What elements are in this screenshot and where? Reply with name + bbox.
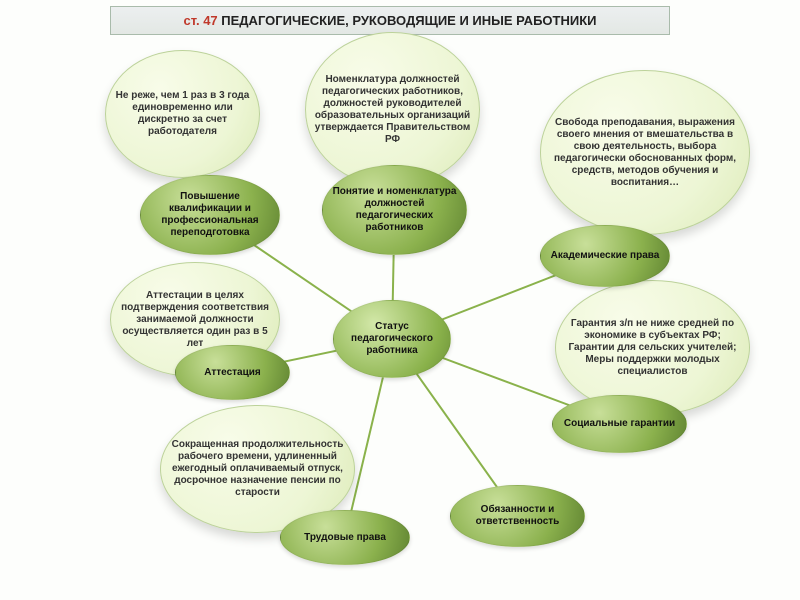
hub-label: Обязанности и ответственность <box>457 504 578 528</box>
hub-node: Академические права <box>540 225 670 287</box>
detail-bubble: Не реже, чем 1 раз в 3 года единовременн… <box>105 50 260 178</box>
detail-text: Номенклатура должностей педагогических р… <box>312 74 473 146</box>
detail-bubble: Свобода преподавания, выражения своего м… <box>540 70 750 235</box>
page-title: ст. 47 ПЕДАГОГИЧЕСКИЕ, РУКОВОДЯЩИЕ И ИНЫ… <box>110 6 670 35</box>
hub-node: Повышение квалификации и профессиональна… <box>140 175 280 255</box>
detail-text: Сокращенная продолжительность рабочего в… <box>167 439 348 499</box>
detail-bubble: Номенклатура должностей педагогических р… <box>305 32 480 187</box>
title-main: ПЕДАГОГИЧЕСКИЕ, РУКОВОДЯЩИЕ И ИНЫЕ РАБОТ… <box>221 13 596 28</box>
hub-label: Аттестация <box>204 367 260 379</box>
hub-label: Академические права <box>551 250 660 262</box>
detail-text: Аттестации в целях подтверждения соответ… <box>117 290 273 350</box>
hub-node: Понятие и номенклатура должностей педаго… <box>322 165 467 255</box>
detail-text: Гарантия з/п не ниже средней по экономик… <box>562 318 743 378</box>
detail-text: Свобода преподавания, выражения своего м… <box>547 117 743 189</box>
detail-bubble: Гарантия з/п не ниже средней по экономик… <box>555 280 750 415</box>
hub-label: Социальные гарантии <box>564 418 675 430</box>
center-node: Статус педагогического работника <box>333 300 451 378</box>
hub-node: Обязанности и ответственность <box>450 485 585 547</box>
hub-node: Трудовые права <box>280 510 410 565</box>
hub-label: Трудовые права <box>304 532 386 544</box>
title-prefix: ст. 47 <box>184 13 218 28</box>
detail-text: Не реже, чем 1 раз в 3 года единовременн… <box>112 90 253 138</box>
hub-label: Понятие и номенклатура должностей педаго… <box>329 186 460 234</box>
hub-label: Повышение квалификации и профессиональна… <box>147 191 273 239</box>
hub-node: Социальные гарантии <box>552 395 687 453</box>
center-label: Статус педагогического работника <box>340 321 444 357</box>
hub-node: Аттестация <box>175 345 290 400</box>
